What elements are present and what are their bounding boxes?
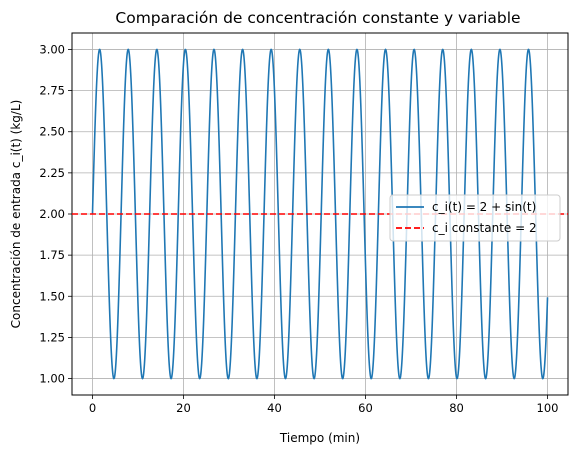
legend-label-constant: c_i constante = 2 bbox=[432, 221, 537, 235]
y-tick-label: 1.50 bbox=[39, 289, 65, 303]
y-axis-label: Concentración de entrada c_i(t) (kg/L) bbox=[9, 100, 23, 329]
series-line-variable bbox=[91, 48, 549, 380]
axis-ticks: 0 20 40 60 80 100 1.00 1.25 1.50 1.75 2.00 2.25 2.50… bbox=[39, 42, 558, 415]
y-tick-label: 2.00 bbox=[39, 207, 65, 221]
y-tick-label: 1.75 bbox=[39, 248, 65, 262]
x-tick-label: 60 bbox=[358, 401, 373, 415]
y-tick-label: 2.50 bbox=[39, 125, 65, 139]
plot-series bbox=[72, 48, 568, 380]
y-tick-label: 2.25 bbox=[39, 166, 65, 180]
x-tick-label: 100 bbox=[537, 401, 559, 415]
y-tick-label: 1.25 bbox=[39, 330, 65, 344]
legend: c_i(t) = 2 + sin(t) c_i constante = 2 bbox=[389, 194, 561, 242]
x-tick-label: 80 bbox=[449, 401, 464, 415]
y-tick-label: 2.75 bbox=[39, 84, 65, 98]
x-axis-label: Tiempo (min) bbox=[279, 431, 360, 445]
legend-label-variable: c_i(t) = 2 + sin(t) bbox=[432, 200, 536, 214]
y-tick-label: 3.00 bbox=[39, 42, 65, 56]
y-tick-label: 1.00 bbox=[39, 372, 65, 386]
x-tick-label: 0 bbox=[89, 401, 96, 415]
legend-box bbox=[389, 194, 561, 242]
chart-title: Comparación de concentración constante y… bbox=[115, 9, 520, 27]
x-tick-label: 40 bbox=[267, 401, 282, 415]
x-tick-label: 20 bbox=[176, 401, 191, 415]
